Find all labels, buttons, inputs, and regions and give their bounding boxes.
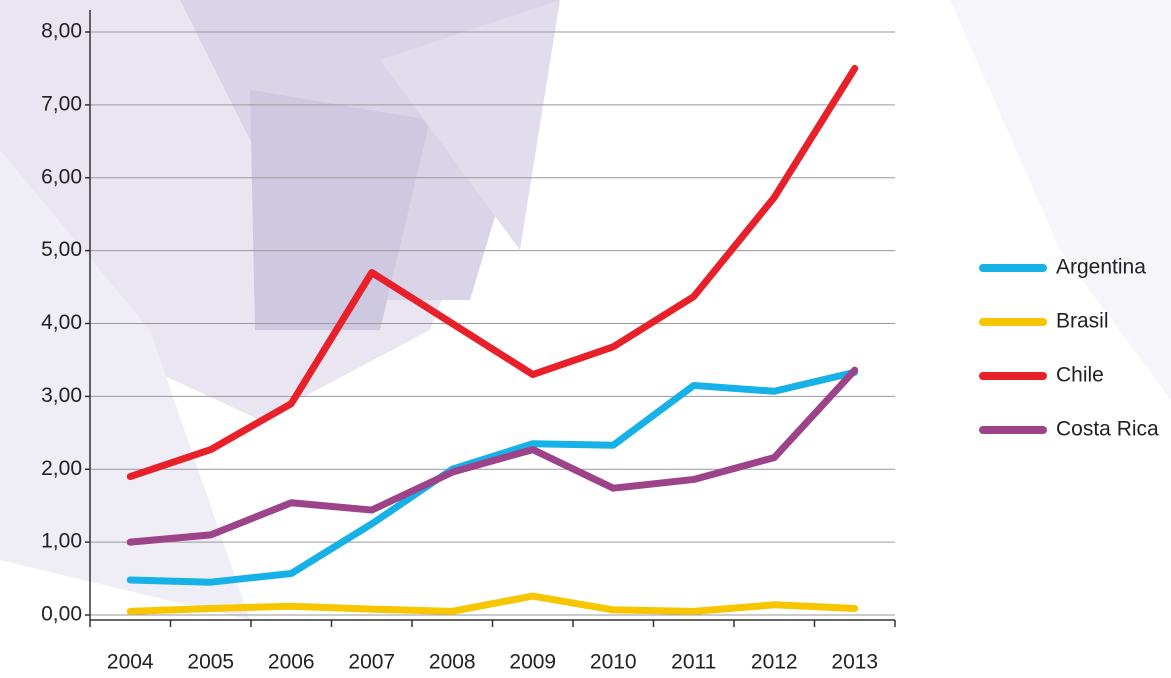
y-tick-label: 5,00: [41, 238, 82, 261]
background: [0, 0, 1171, 620]
x-tick-label: 2008: [429, 651, 476, 674]
x-tick-label: 2004: [107, 651, 154, 674]
x-tick-label: 2010: [590, 651, 637, 674]
y-tick-label: 6,00: [41, 165, 82, 188]
x-tick-label: 2009: [509, 651, 556, 674]
x-tick-label: 2006: [268, 651, 315, 674]
x-tick-label: 2005: [187, 651, 234, 674]
x-tick-label: 2012: [751, 651, 798, 674]
y-tick-label: 8,00: [41, 20, 82, 43]
y-tick-label: 0,00: [41, 603, 82, 626]
y-tick-label: 7,00: [41, 92, 82, 115]
x-tick-label: 2007: [348, 651, 395, 674]
y-tick-label: 1,00: [41, 530, 82, 553]
y-tick-label: 4,00: [41, 311, 82, 334]
legend-label: Costa Rica: [1056, 418, 1159, 441]
chart: 0,00 1,00 2,00 3,00 4,00 5,00 6,00 7,00 8,00 2004…: [0, 0, 1171, 678]
legend-label: Brasil: [1056, 310, 1109, 333]
y-tick-label: 3,00: [41, 384, 82, 407]
x-tick-label: 2011: [671, 651, 716, 674]
legend-label: Chile: [1056, 364, 1104, 387]
y-tick-label: 2,00: [41, 457, 82, 480]
x-tick-label: 2013: [831, 651, 878, 674]
legend-label: Argentina: [1056, 256, 1146, 279]
